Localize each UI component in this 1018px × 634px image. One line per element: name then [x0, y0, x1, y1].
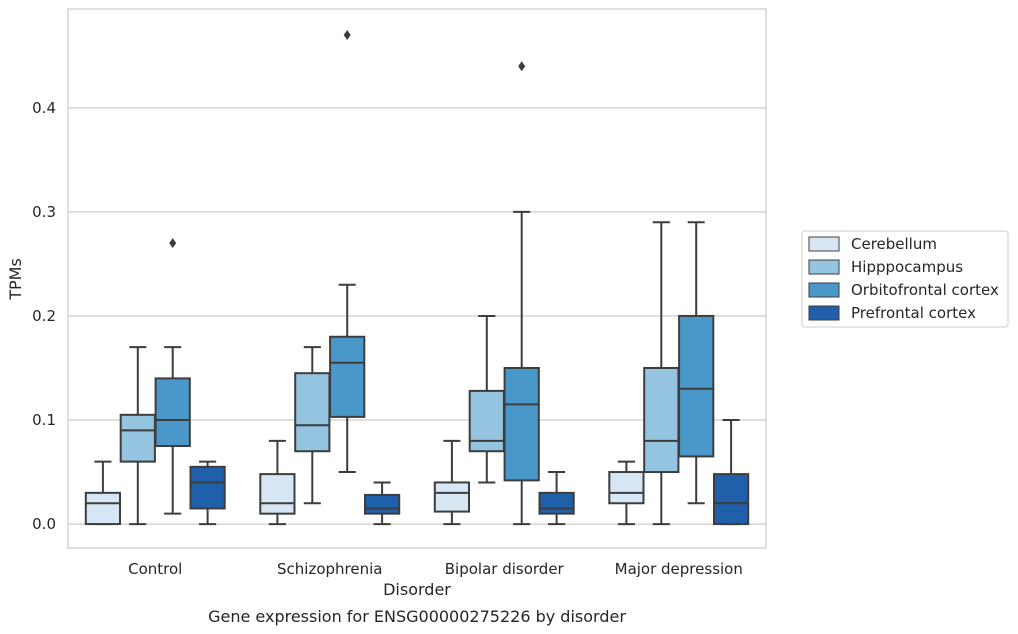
- box-iqr: [643, 366, 680, 474]
- box-orbitofrontal-cortex: [329, 30, 366, 474]
- box-orbitofrontal-cortex: [503, 61, 540, 526]
- box-prefrontal-cortex: [189, 460, 226, 526]
- x-tick-label: Control: [128, 560, 182, 578]
- box-prefrontal-cortex: [538, 471, 575, 526]
- x-tick-label: Schizophrenia: [277, 560, 382, 578]
- y-tick-labels: 0.0 0.1 0.2 0.3 0.4: [32, 99, 56, 533]
- box-prefrontal-cortex: [363, 481, 401, 526]
- box-iqr: [329, 335, 366, 418]
- box-orbitofrontal-cortex: [678, 221, 715, 505]
- box-iqr: [712, 473, 750, 526]
- box-iqr: [503, 366, 540, 482]
- box-iqr: [119, 413, 156, 463]
- x-axis-label: Disorder: [383, 580, 451, 599]
- outlier-point: [169, 238, 177, 249]
- legend-label: Orbitofrontal cortex: [851, 281, 999, 299]
- box-iqr: [154, 377, 191, 448]
- y-tick-label: 0.4: [32, 99, 56, 117]
- legend-swatch: [808, 282, 840, 298]
- box-iqr: [189, 465, 226, 510]
- y-tick-label: 0.0: [32, 515, 56, 533]
- box-hipppocampus: [468, 314, 505, 484]
- legend-items: Cerebellum Hipppocampus Orbitofrontal cort…: [808, 235, 999, 322]
- y-tick-label: 0.3: [32, 203, 56, 221]
- legend-label: Prefrontal cortex: [851, 304, 976, 322]
- box-marks: [84, 30, 750, 526]
- box-iqr: [608, 471, 645, 505]
- legend-swatch: [808, 236, 840, 252]
- legend-label: Cerebellum: [851, 235, 937, 253]
- x-tick-labels: Control Schizophrenia Bipolar disorder Majo…: [128, 560, 743, 578]
- outlier-point: [343, 30, 351, 41]
- box-cerebellum: [84, 460, 122, 526]
- y-tick-label: 0.2: [32, 307, 56, 325]
- y-axis-label: TPMs: [6, 258, 25, 301]
- x-tick-label: Bipolar disorder: [445, 560, 565, 578]
- legend-label: Hipppocampus: [851, 258, 963, 276]
- box-orbitofrontal-cortex: [154, 238, 191, 515]
- figure-caption: Gene expression for ENSG00000275226 by d…: [208, 607, 626, 626]
- box-iqr: [84, 491, 122, 526]
- legend: Cerebellum Hipppocampus Orbitofrontal cort…: [801, 230, 1009, 328]
- box-iqr: [468, 389, 505, 453]
- x-tick-label: Major depression: [615, 560, 743, 578]
- box-hipppocampus: [119, 346, 156, 526]
- plot-frame: [67, 8, 767, 549]
- box-iqr: [678, 314, 715, 458]
- legend-swatch: [808, 305, 840, 321]
- box-iqr: [538, 491, 575, 515]
- y-tick-label: 0.1: [32, 411, 56, 429]
- box-iqr: [259, 473, 296, 515]
- box-iqr: [363, 493, 401, 515]
- legend-frame: [801, 230, 1009, 328]
- box-prefrontal-cortex: [712, 419, 750, 526]
- box-hipppocampus: [643, 221, 680, 526]
- box-cerebellum: [259, 439, 296, 526]
- box-hipppocampus: [294, 346, 331, 505]
- legend-swatch: [808, 259, 840, 275]
- box-cerebellum: [608, 460, 645, 526]
- outlier-point: [518, 61, 526, 72]
- box-cerebellum: [433, 439, 471, 526]
- box-iqr: [433, 481, 471, 513]
- box-iqr: [294, 372, 331, 453]
